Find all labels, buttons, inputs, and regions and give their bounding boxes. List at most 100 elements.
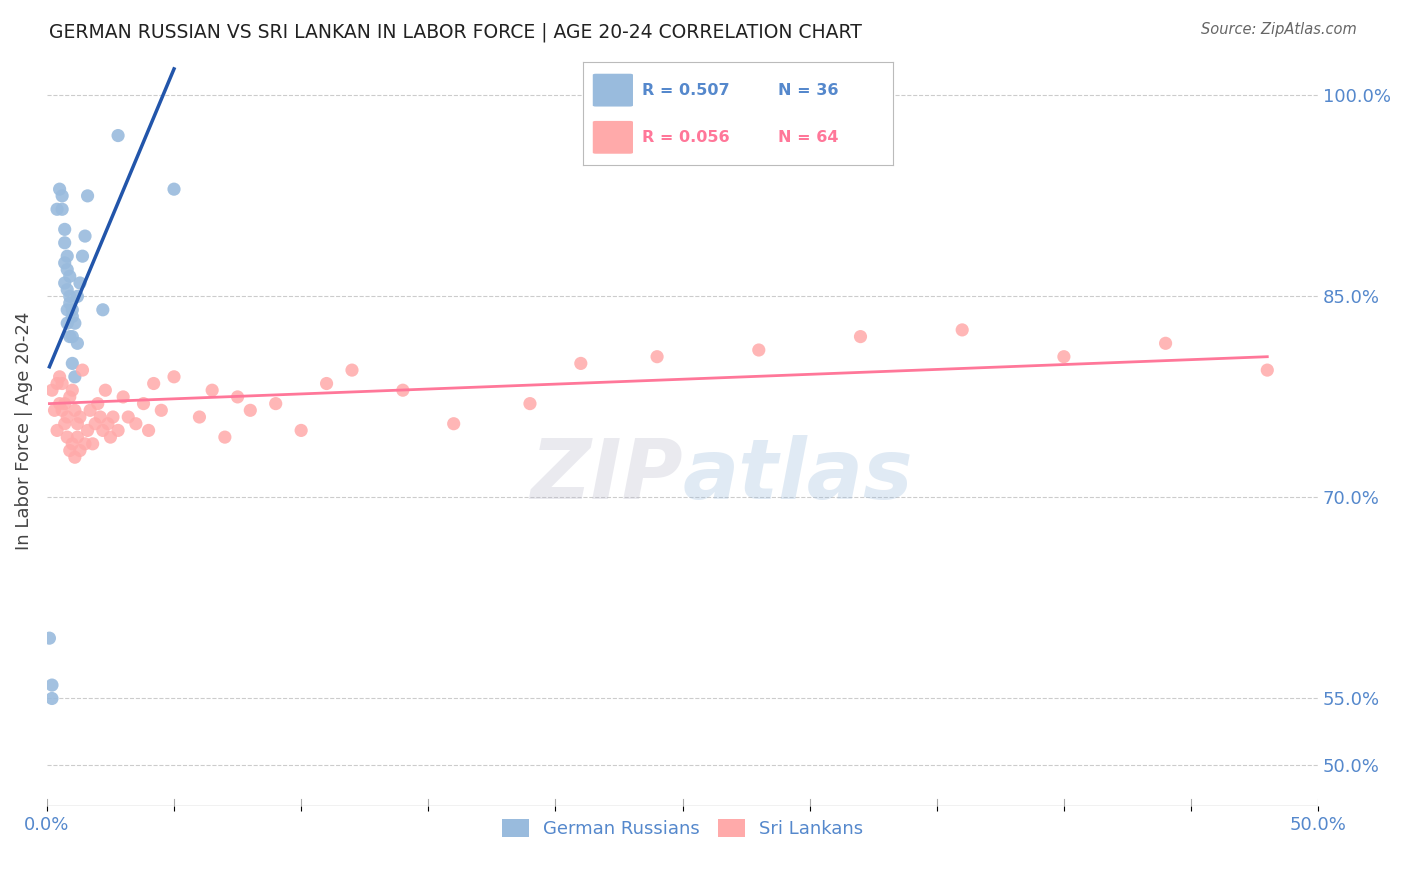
- Point: [66, 336, 89, 351]
- Point: [163, 182, 186, 196]
- Point: [84, 417, 107, 431]
- Point: [60, 356, 83, 370]
- Point: [100, 430, 122, 444]
- Point: [315, 376, 337, 391]
- Point: [48, 396, 70, 410]
- Point: [63, 316, 86, 330]
- Point: [264, 396, 287, 410]
- Point: [569, 356, 592, 370]
- Text: 50.0%: 50.0%: [1289, 816, 1347, 834]
- Point: [138, 424, 160, 438]
- Point: [51, 189, 73, 203]
- Point: [82, 437, 104, 451]
- FancyBboxPatch shape: [593, 121, 633, 153]
- Point: [214, 430, 236, 444]
- Point: [63, 450, 86, 465]
- Point: [66, 430, 89, 444]
- Point: [51, 202, 73, 217]
- Point: [89, 410, 111, 425]
- Point: [53, 276, 76, 290]
- Point: [69, 276, 91, 290]
- Point: [44, 403, 66, 417]
- Point: [51, 376, 73, 391]
- Point: [53, 417, 76, 431]
- Point: [56, 430, 79, 444]
- Point: [56, 283, 79, 297]
- Point: [72, 249, 94, 263]
- Point: [76, 424, 98, 438]
- Point: [97, 417, 120, 431]
- Point: [163, 369, 186, 384]
- Point: [340, 363, 363, 377]
- Point: [41, 691, 63, 706]
- Point: [94, 383, 117, 397]
- Point: [107, 128, 129, 143]
- Point: [73, 437, 96, 451]
- Point: [66, 417, 89, 431]
- Point: [38, 631, 60, 645]
- Text: atlas: atlas: [682, 435, 912, 516]
- Point: [226, 390, 249, 404]
- Point: [56, 302, 79, 317]
- Point: [66, 289, 89, 303]
- Point: [290, 424, 312, 438]
- Point: [132, 396, 155, 410]
- Point: [69, 410, 91, 425]
- FancyBboxPatch shape: [593, 74, 633, 106]
- Point: [60, 437, 83, 451]
- Point: [188, 410, 211, 425]
- Point: [950, 323, 973, 337]
- Point: [56, 316, 79, 330]
- Text: GERMAN RUSSIAN VS SRI LANKAN IN LABOR FORCE | AGE 20-24 CORRELATION CHART: GERMAN RUSSIAN VS SRI LANKAN IN LABOR FO…: [49, 22, 862, 42]
- Point: [107, 424, 129, 438]
- Point: [117, 410, 139, 425]
- Point: [60, 329, 83, 343]
- Point: [59, 296, 82, 310]
- Point: [48, 369, 70, 384]
- Point: [142, 376, 165, 391]
- Point: [91, 424, 114, 438]
- Point: [46, 202, 69, 217]
- Point: [63, 403, 86, 417]
- Text: 0.0%: 0.0%: [24, 816, 69, 834]
- Point: [150, 403, 173, 417]
- Point: [56, 262, 79, 277]
- Point: [59, 443, 82, 458]
- Point: [849, 329, 872, 343]
- Point: [443, 417, 465, 431]
- Point: [53, 222, 76, 236]
- Point: [56, 410, 79, 425]
- Point: [59, 289, 82, 303]
- Point: [1154, 336, 1177, 351]
- Point: [53, 235, 76, 250]
- Point: [519, 396, 541, 410]
- Point: [53, 256, 76, 270]
- Point: [63, 369, 86, 384]
- Text: N = 64: N = 64: [779, 130, 839, 145]
- Point: [60, 310, 83, 324]
- Point: [48, 182, 70, 196]
- Point: [56, 249, 79, 263]
- Point: [748, 343, 770, 357]
- Point: [76, 189, 98, 203]
- Point: [101, 410, 124, 425]
- Legend: German Russians, Sri Lankans: German Russians, Sri Lankans: [495, 812, 870, 846]
- Point: [46, 376, 69, 391]
- Point: [41, 678, 63, 692]
- Y-axis label: In Labor Force | Age 20-24: In Labor Force | Age 20-24: [15, 311, 32, 549]
- Text: ZIP: ZIP: [530, 435, 682, 516]
- Point: [73, 229, 96, 244]
- Point: [1053, 350, 1076, 364]
- Text: Source: ZipAtlas.com: Source: ZipAtlas.com: [1201, 22, 1357, 37]
- Point: [59, 390, 82, 404]
- Point: [1256, 363, 1278, 377]
- Point: [41, 383, 63, 397]
- Point: [79, 403, 101, 417]
- Point: [239, 403, 262, 417]
- Point: [91, 302, 114, 317]
- Text: N = 36: N = 36: [779, 83, 839, 97]
- Point: [125, 417, 148, 431]
- Point: [60, 383, 83, 397]
- Point: [112, 390, 135, 404]
- Point: [201, 383, 224, 397]
